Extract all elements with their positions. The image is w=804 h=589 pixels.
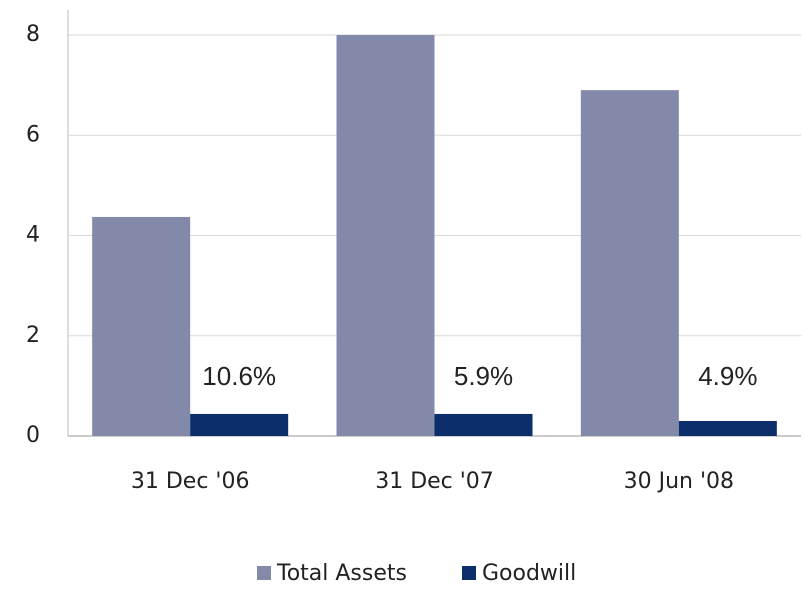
bar xyxy=(678,420,777,436)
legend-label: Total Assets xyxy=(276,561,407,585)
y-tick-label: 4 xyxy=(26,223,40,248)
annotation: 10.6% xyxy=(202,361,276,391)
bar xyxy=(92,216,191,436)
annotation: 4.9% xyxy=(698,361,757,391)
bar xyxy=(190,413,289,436)
bar xyxy=(580,90,679,436)
bar xyxy=(434,413,533,436)
y-tick-label: 2 xyxy=(26,323,40,348)
y-tick-label: 8 xyxy=(26,22,40,47)
bar xyxy=(336,35,435,436)
legend-swatch xyxy=(462,566,476,580)
x-tick-label: 31 Dec '06 xyxy=(131,469,250,494)
y-tick-label: 0 xyxy=(26,423,40,448)
x-tick-label: 31 Dec '07 xyxy=(375,469,494,494)
annotation: 5.9% xyxy=(454,361,513,391)
legend-swatch xyxy=(257,566,271,580)
y-tick-label: 6 xyxy=(26,122,40,147)
x-tick-label: 30 Jun '08 xyxy=(624,469,734,494)
legend-label: Goodwill xyxy=(482,561,576,585)
